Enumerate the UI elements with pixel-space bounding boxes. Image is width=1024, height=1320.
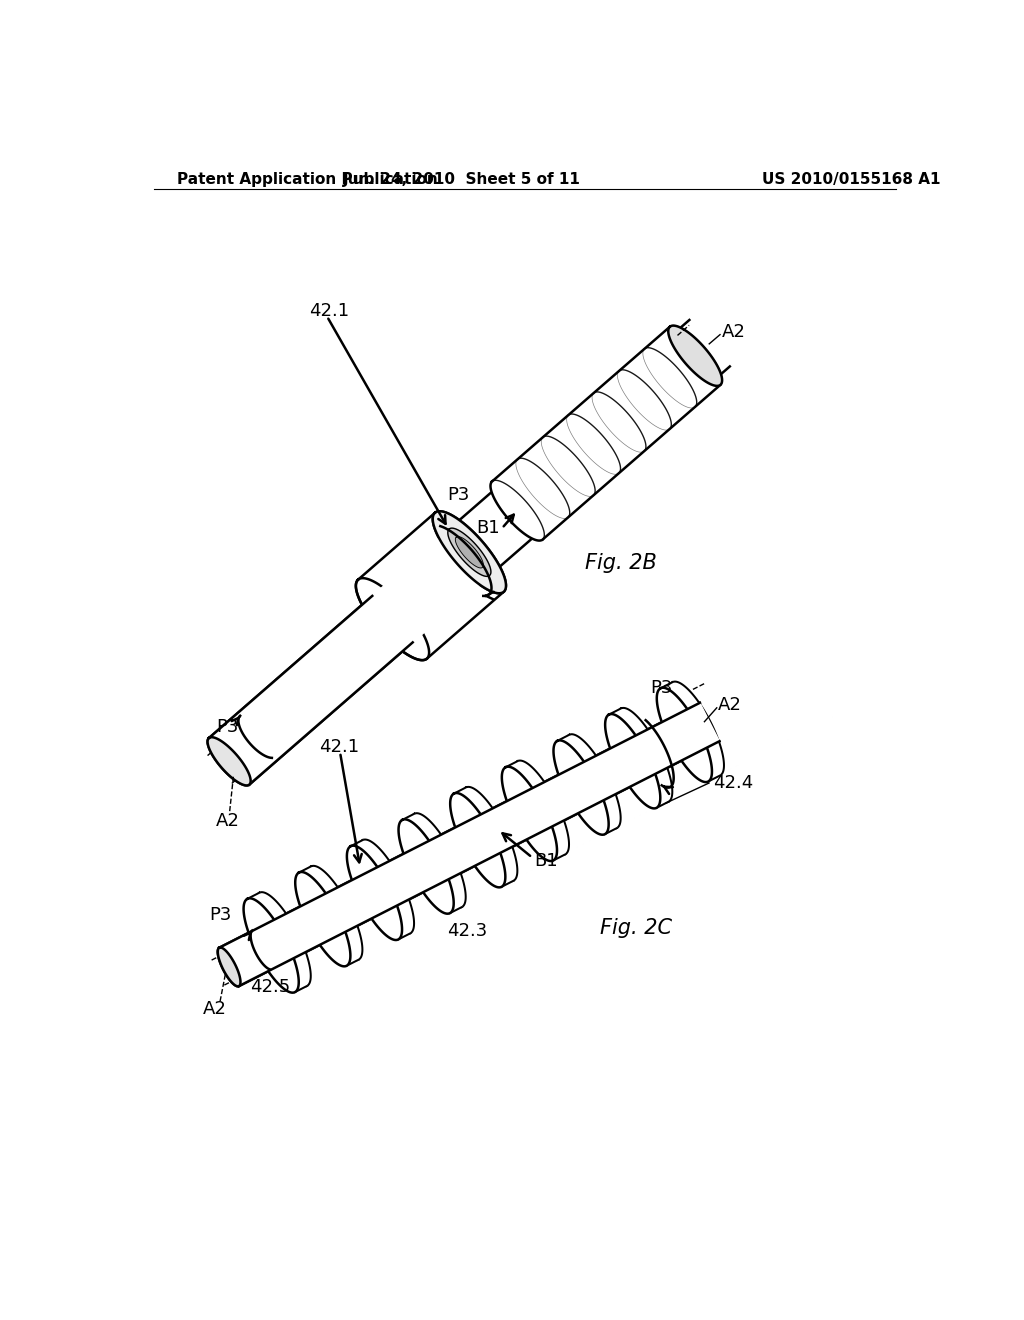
Polygon shape	[371, 595, 414, 643]
Polygon shape	[433, 511, 506, 593]
Text: Jun. 24, 2010  Sheet 5 of 11: Jun. 24, 2010 Sheet 5 of 11	[343, 172, 581, 186]
Polygon shape	[490, 480, 545, 541]
Polygon shape	[656, 688, 712, 781]
Text: A2: A2	[216, 812, 240, 830]
Polygon shape	[295, 873, 350, 966]
Polygon shape	[256, 892, 310, 986]
Polygon shape	[493, 327, 721, 540]
Polygon shape	[356, 578, 429, 660]
Polygon shape	[673, 715, 695, 754]
Text: P3: P3	[447, 487, 470, 504]
Polygon shape	[617, 708, 673, 803]
Polygon shape	[398, 820, 454, 913]
Polygon shape	[502, 767, 557, 861]
Polygon shape	[569, 768, 593, 807]
Text: B1: B1	[476, 520, 500, 537]
Polygon shape	[514, 760, 569, 855]
Polygon shape	[669, 326, 722, 385]
Polygon shape	[554, 741, 608, 834]
Polygon shape	[248, 892, 307, 993]
Text: 42.4: 42.4	[713, 774, 753, 792]
Text: 42.1: 42.1	[319, 738, 359, 756]
Polygon shape	[669, 681, 724, 776]
Polygon shape	[462, 787, 517, 882]
Polygon shape	[454, 788, 514, 887]
Polygon shape	[311, 900, 334, 939]
Polygon shape	[506, 762, 565, 861]
Polygon shape	[447, 528, 490, 577]
Text: P3: P3	[650, 680, 673, 697]
Text: B1: B1	[534, 853, 557, 870]
Polygon shape	[373, 529, 489, 643]
Text: 42.5: 42.5	[250, 978, 291, 995]
Text: 42.1: 42.1	[309, 302, 349, 319]
Polygon shape	[299, 866, 358, 966]
Polygon shape	[402, 813, 462, 913]
Polygon shape	[456, 536, 483, 568]
Polygon shape	[605, 714, 660, 808]
Polygon shape	[433, 511, 506, 593]
Text: 42.3: 42.3	[447, 923, 487, 940]
Text: Patent Application Publication: Patent Application Publication	[177, 172, 437, 186]
Polygon shape	[358, 840, 414, 935]
Polygon shape	[411, 813, 466, 908]
Text: A2: A2	[204, 1001, 227, 1018]
Polygon shape	[415, 847, 437, 886]
Polygon shape	[496, 486, 539, 535]
Polygon shape	[218, 948, 241, 986]
Polygon shape	[447, 528, 490, 577]
Polygon shape	[307, 866, 362, 960]
Polygon shape	[565, 734, 621, 829]
Text: P3: P3	[209, 906, 231, 924]
Text: Fig. 2C: Fig. 2C	[600, 919, 673, 939]
Polygon shape	[244, 899, 299, 993]
Polygon shape	[660, 682, 720, 781]
Polygon shape	[209, 319, 730, 784]
Polygon shape	[219, 702, 720, 986]
Polygon shape	[609, 709, 669, 808]
Polygon shape	[260, 927, 283, 965]
Polygon shape	[209, 595, 413, 784]
Polygon shape	[455, 536, 484, 569]
Polygon shape	[557, 735, 616, 834]
Polygon shape	[219, 702, 720, 986]
Polygon shape	[466, 821, 489, 859]
Text: P3: P3	[216, 718, 239, 737]
Text: Fig. 2B: Fig. 2B	[585, 553, 656, 573]
Polygon shape	[350, 840, 411, 940]
Polygon shape	[622, 742, 644, 780]
Polygon shape	[208, 737, 251, 785]
Polygon shape	[218, 948, 241, 986]
Polygon shape	[451, 793, 506, 887]
Text: A2: A2	[722, 323, 745, 342]
Text: A2: A2	[718, 696, 742, 714]
Polygon shape	[518, 795, 541, 833]
Polygon shape	[364, 874, 386, 912]
Polygon shape	[358, 512, 504, 659]
Polygon shape	[208, 737, 251, 785]
Text: US 2010/0155168 A1: US 2010/0155168 A1	[762, 172, 940, 186]
Polygon shape	[347, 846, 402, 940]
